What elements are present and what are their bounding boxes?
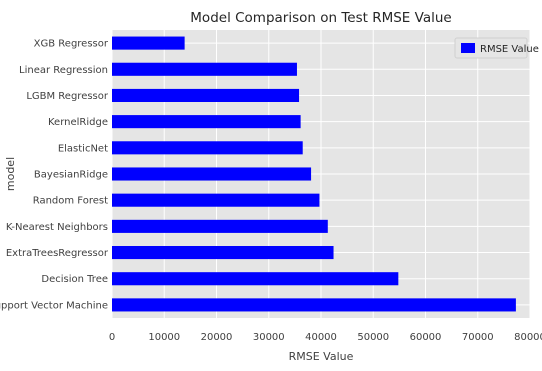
x-tick-label: 30000: [253, 332, 285, 343]
legend-label: RMSE Value: [480, 44, 539, 55]
bar: [112, 62, 297, 76]
x-tick-label: 0: [109, 332, 115, 343]
legend-swatch: [461, 43, 475, 53]
x-tick-label: 10000: [148, 332, 180, 343]
bar: [112, 298, 516, 312]
bar: [112, 272, 399, 286]
bar: [112, 167, 312, 181]
y-tick-label: BayesianRidge: [34, 170, 108, 181]
bar: [112, 193, 320, 207]
y-tick-label: ElasticNet: [58, 143, 108, 154]
chart-title: Model Comparison on Test RMSE Value: [190, 10, 451, 26]
y-axis-label: model: [4, 157, 17, 191]
y-tick-label: LGBM Regressor: [26, 91, 109, 102]
legend: RMSE Value: [454, 37, 539, 59]
x-tick-label: 60000: [410, 332, 442, 343]
y-tick-label: Decision Tree: [41, 274, 108, 285]
y-tick-labels: XGB Regressor Linear Regression LGBM Regre…: [0, 39, 109, 312]
x-tick-label: 80000: [514, 332, 542, 343]
bar: [112, 246, 334, 260]
bar: [112, 115, 301, 129]
y-tick-label: Linear Regression: [19, 65, 108, 76]
y-tick-label: XGB Regressor: [34, 39, 109, 50]
x-tick-labels: 0 10000 20000 30000 40000 50000 60000 70000 8000…: [109, 332, 542, 343]
x-tick-label: 50000: [357, 332, 389, 343]
y-tick-label: Support Vector Machine: [0, 300, 108, 311]
y-tick-label: Random Forest: [33, 196, 108, 207]
bars: [112, 36, 516, 312]
x-tick-label: 40000: [305, 332, 337, 343]
x-tick-label: 70000: [462, 332, 494, 343]
bar: [112, 141, 303, 155]
bar: [112, 88, 300, 102]
bar: [112, 219, 328, 233]
y-tick-label: KernelRidge: [48, 117, 108, 128]
bar: [112, 36, 185, 50]
y-tick-label: ExtraTreesRegressor: [6, 248, 109, 259]
x-axis-label: RMSE Value: [289, 350, 354, 363]
y-tick-label: K-Nearest Neighbors: [6, 222, 108, 233]
x-tick-label: 20000: [201, 332, 233, 343]
